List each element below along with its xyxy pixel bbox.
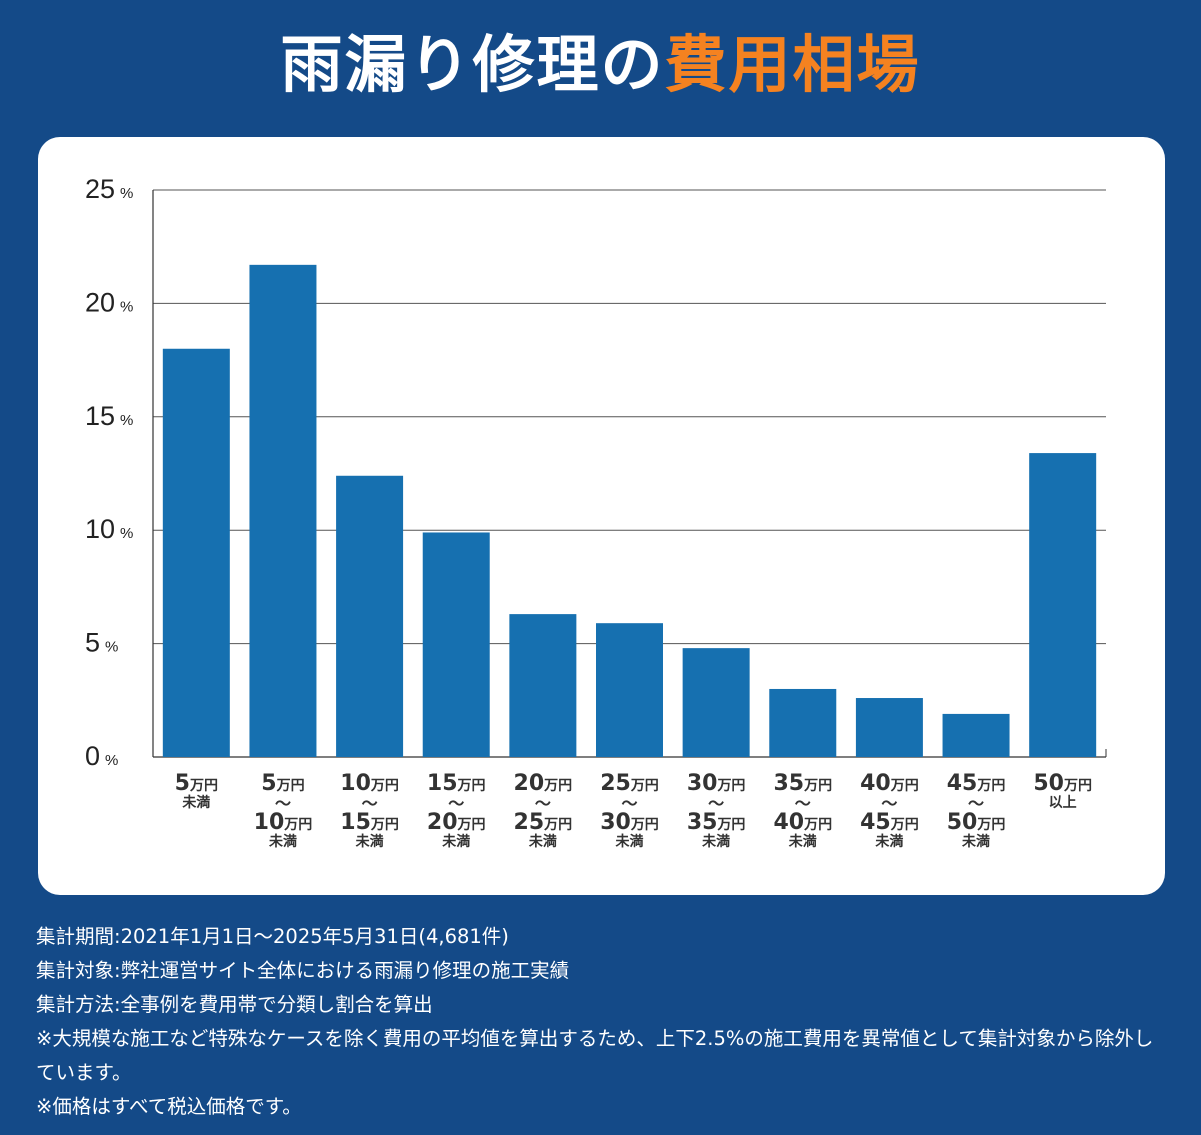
x-category-label: 〜 — [621, 794, 637, 813]
y-tick-label: 0% — [85, 741, 118, 771]
notes: 集計期間:2021年1月1日〜2025年5月31日(4,681件) 集計対象:弊… — [36, 920, 1171, 1124]
x-category-label: 未満 — [702, 833, 730, 850]
x-category-label: 15万円 — [340, 810, 399, 835]
bar — [162, 348, 230, 757]
x-category-label: 35万円 — [773, 771, 832, 796]
x-category-label: 10万円 — [340, 771, 399, 796]
x-category-label: 5万円 — [261, 771, 304, 796]
x-category-label: 5万円 — [175, 771, 218, 796]
x-category-label: 未満 — [789, 833, 817, 850]
x-category-label: 〜 — [448, 794, 464, 813]
x-category-label: 未満 — [356, 833, 384, 850]
x-category-label: 〜 — [795, 794, 811, 813]
x-category-label: 未満 — [269, 833, 297, 850]
bar — [855, 698, 923, 757]
title-accent: 費用相場 — [664, 28, 921, 101]
x-category-label: 20万円 — [427, 810, 486, 835]
x-category-label: 〜 — [708, 794, 724, 813]
bar — [769, 688, 837, 757]
x-category-label: 10万円 — [254, 810, 313, 835]
bar — [249, 264, 317, 757]
x-category-label: 未満 — [442, 833, 470, 850]
y-tick-label: 10% — [85, 514, 133, 544]
bar — [682, 648, 750, 757]
title-main: 雨漏り修理の — [280, 28, 665, 101]
note-period: 集計期間:2021年1月1日〜2025年5月31日(4,681件) — [36, 925, 509, 948]
x-category-label: 〜 — [535, 794, 551, 813]
x-category-label: 50万円 — [947, 810, 1006, 835]
x-category-label: 〜 — [968, 794, 984, 813]
x-category-label: 未満 — [616, 833, 644, 850]
note-method: 集計方法:全事例を費用帯で分類し割合を算出 — [36, 993, 433, 1016]
x-category-label: 30万円 — [687, 771, 746, 796]
y-tick-label: 25% — [85, 174, 133, 204]
x-category-label: 45万円 — [947, 771, 1006, 796]
x-category-label: 以上 — [1049, 795, 1077, 811]
bar — [942, 713, 1010, 757]
x-category-label: 45万円 — [860, 810, 919, 835]
page-title: 雨漏り修理の費用相場 — [0, 28, 1201, 102]
x-category-label: 40万円 — [773, 810, 832, 835]
x-category-label: 〜 — [362, 794, 378, 813]
x-category-label: 未満 — [875, 833, 903, 850]
note-tax: ※価格はすべて税込価格です。 — [36, 1095, 302, 1118]
bar — [422, 532, 490, 757]
x-category-label: 未満 — [962, 833, 990, 850]
x-category-label: 40万円 — [860, 771, 919, 796]
x-category-label: 50万円 — [1033, 771, 1092, 796]
x-category-label: 25万円 — [600, 771, 659, 796]
x-category-label: 30万円 — [600, 810, 659, 835]
bar — [509, 614, 577, 757]
x-category-label: 〜 — [275, 794, 291, 813]
x-category-label: 未満 — [529, 833, 557, 850]
note-exclusion: ※大規模な施工など特殊なケースを除く費用の平均値を算出するため、上下2.5%の施… — [36, 1027, 1154, 1084]
bar-chart: 0 %5 %10 %15 %20 %25 %5万円未満5万円〜10万円未満10万円〜15万円… — [85, 174, 1107, 850]
bar — [1029, 453, 1097, 757]
x-category-label: 20万円 — [514, 771, 573, 796]
y-tick-label: 20% — [85, 287, 133, 317]
y-tick-label: 15% — [85, 401, 133, 431]
x-category-label: 〜 — [881, 794, 897, 813]
x-category-label: 15万円 — [427, 771, 486, 796]
bar — [596, 623, 663, 757]
x-category-label: 未満 — [182, 794, 210, 811]
chart-panel: 0% 5% 10% 15% 20% 25% 5万円 未満 5万円〜 10万円 未満 10万円〜 15万円… — [38, 137, 1165, 895]
x-category-label: 35万円 — [687, 810, 746, 835]
y-tick-label: 5% — [85, 628, 118, 658]
note-target: 集計対象:弊社運営サイト全体における雨漏り修理の施工実績 — [36, 959, 570, 982]
bar — [336, 475, 404, 757]
x-category-label: 25万円 — [514, 810, 573, 835]
